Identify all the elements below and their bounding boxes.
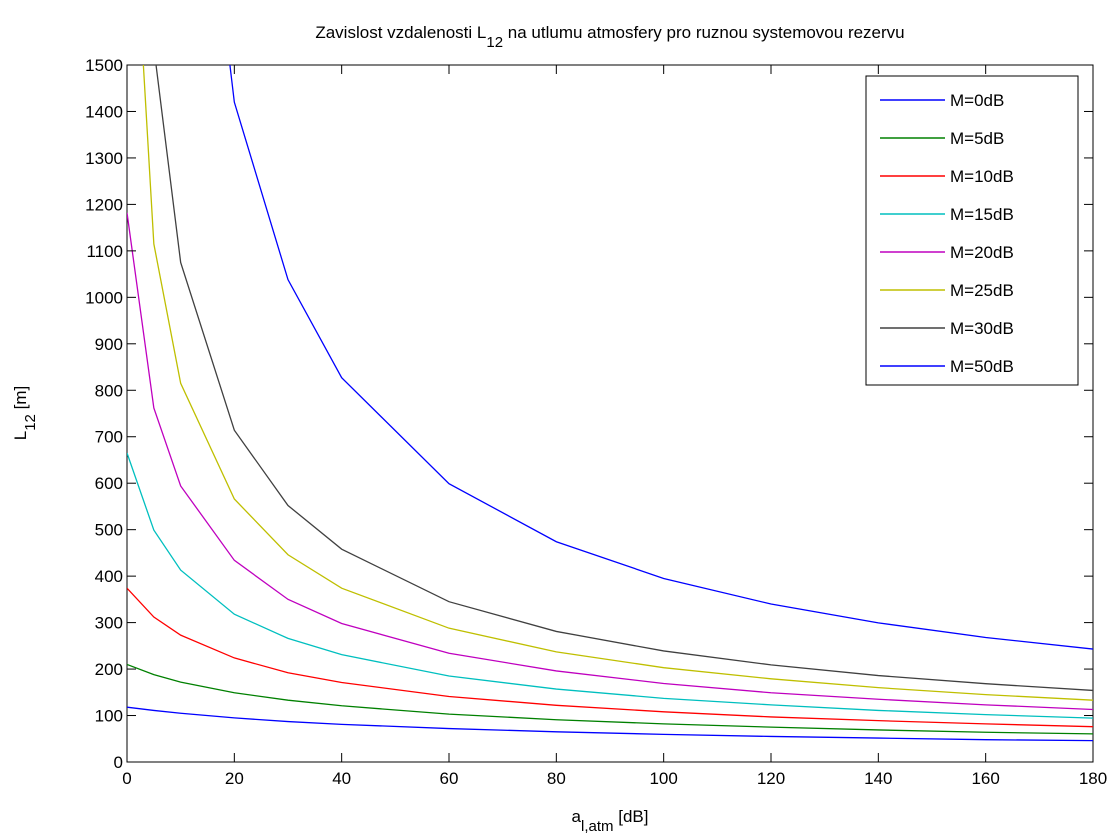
legend-label: M=25dB — [950, 281, 1014, 300]
y-tick-label: 500 — [95, 521, 123, 540]
x-tick-label: 120 — [757, 769, 785, 788]
x-tick-label: 40 — [332, 769, 351, 788]
lines — [127, 65, 1093, 742]
x-tick-label: 100 — [649, 769, 677, 788]
legend-label: M=50dB — [950, 357, 1014, 376]
x-tick-label: 180 — [1079, 769, 1107, 788]
y-tick-label: 1000 — [85, 288, 123, 307]
x-tick-label: 160 — [971, 769, 999, 788]
y-tick-label: 100 — [95, 707, 123, 726]
y-tick-label: 300 — [95, 614, 123, 633]
line — [155, 65, 1093, 692]
y-tick-label: 600 — [95, 474, 123, 493]
xlabel-part: a — [572, 807, 582, 826]
legend-label: M=10dB — [950, 167, 1014, 186]
y-tick-label: 1400 — [85, 102, 123, 121]
legend — [865, 75, 1079, 386]
y-tick-label: 1300 — [85, 149, 123, 168]
y-tick-label: 400 — [95, 567, 123, 586]
line — [127, 706, 1093, 742]
legend-label: M=0dB — [950, 91, 1004, 110]
ylabel-part: [m] — [11, 386, 30, 414]
legend-label: M=20dB — [950, 243, 1014, 262]
line — [142, 65, 1093, 701]
x-tick-label: 60 — [440, 769, 459, 788]
xlabel-part: [dB] — [614, 807, 649, 826]
y-tick-label: 700 — [95, 428, 123, 447]
y-tick-label: 0 — [114, 753, 123, 772]
line — [229, 65, 1093, 650]
y-tick-label: 1500 — [85, 56, 123, 75]
title-part: 12 — [486, 34, 503, 51]
title-part: na utlumu atmosfery pro ruznou systemovo… — [503, 23, 905, 42]
y-tick-label: 900 — [95, 335, 123, 354]
y-tick-label: 200 — [95, 660, 123, 679]
y-tick-label: 1100 — [86, 242, 123, 261]
y-tick-label: 800 — [95, 381, 123, 400]
line — [127, 587, 1093, 728]
legend-label: M=5dB — [950, 129, 1004, 148]
title-part: Zavislost vzdalenosti L — [315, 23, 486, 42]
line — [127, 452, 1093, 719]
x-tick-label: 0 — [122, 769, 131, 788]
ylabel-part: L — [11, 431, 30, 440]
x-tick-label: 20 — [225, 769, 244, 788]
x-tick-label: 140 — [864, 769, 892, 788]
legend-label: M=15dB — [950, 205, 1014, 224]
ylabel-part: 12 — [22, 414, 39, 431]
chart-title: Zavislost vzdalenosti L12 na utlumu atmo… — [315, 23, 904, 51]
y-axis-label: L12 [m] — [11, 386, 39, 441]
line — [127, 663, 1093, 735]
legend-label: M=30dB — [950, 319, 1014, 338]
y-tick-label: 1200 — [85, 195, 123, 214]
x-axis-label: al,atm [dB] — [572, 807, 649, 835]
line — [127, 212, 1093, 711]
xlabel-part: l,atm — [581, 818, 614, 835]
x-tick-label: 80 — [547, 769, 566, 788]
